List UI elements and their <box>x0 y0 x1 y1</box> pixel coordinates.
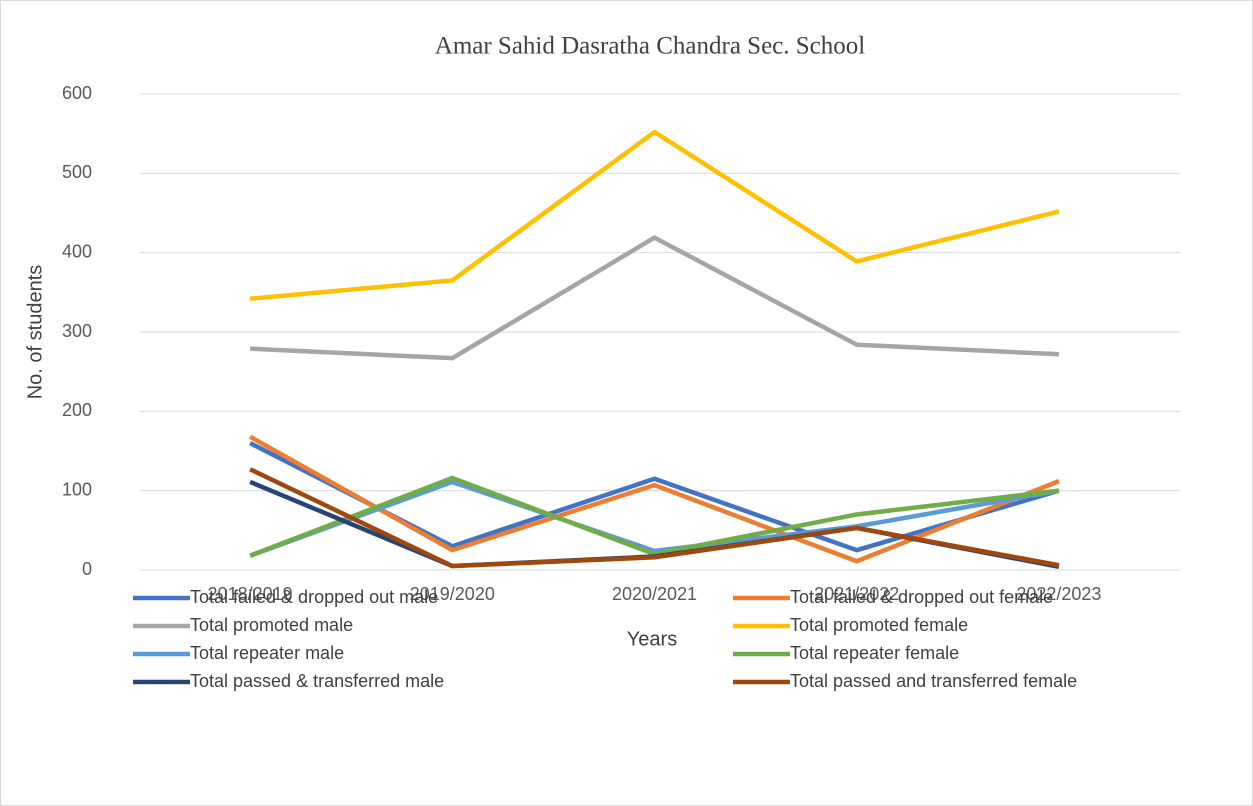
y-tick-label: 200 <box>62 400 92 420</box>
y-tick-label: 0 <box>82 559 92 579</box>
legend-label: Total failed & dropped out male <box>190 587 438 607</box>
x-tick-label: 2018/2019 <box>208 584 293 604</box>
chart-title: Amar Sahid Dasratha Chandra Sec. School <box>435 33 865 60</box>
y-tick-label: 300 <box>62 321 92 341</box>
legend-label: Total promoted female <box>790 615 968 635</box>
legend-label: Total repeater female <box>790 643 959 663</box>
series-line <box>249 475 1060 558</box>
x-axis-title: Years <box>627 628 677 650</box>
legend-label: Total passed and transferred female <box>790 671 1077 691</box>
x-tick-label: 2022/2023 <box>1016 584 1101 604</box>
series-line <box>249 467 1060 569</box>
y-tick-label: 100 <box>62 479 92 499</box>
legend-label: Total failed & dropped out female <box>790 587 1053 607</box>
legend-label: Total passed & transferred male <box>190 671 444 691</box>
series-line <box>248 434 1060 564</box>
legend-label: Total repeater male <box>190 643 344 663</box>
y-tick-label: 500 <box>62 162 92 182</box>
series-line <box>249 129 1060 301</box>
y-tick-label: 400 <box>62 241 92 261</box>
x-tick-label: 2021/2022 <box>814 584 899 604</box>
x-tick-label: 2020/2021 <box>612 584 697 604</box>
series-line <box>249 479 1060 558</box>
x-tick-label: 2019/2020 <box>410 584 495 604</box>
legend-label: Total promoted male <box>190 615 353 635</box>
y-tick-label: 600 <box>62 83 92 103</box>
series-line <box>249 235 1060 361</box>
y-axis-title: No. of students <box>24 265 46 400</box>
